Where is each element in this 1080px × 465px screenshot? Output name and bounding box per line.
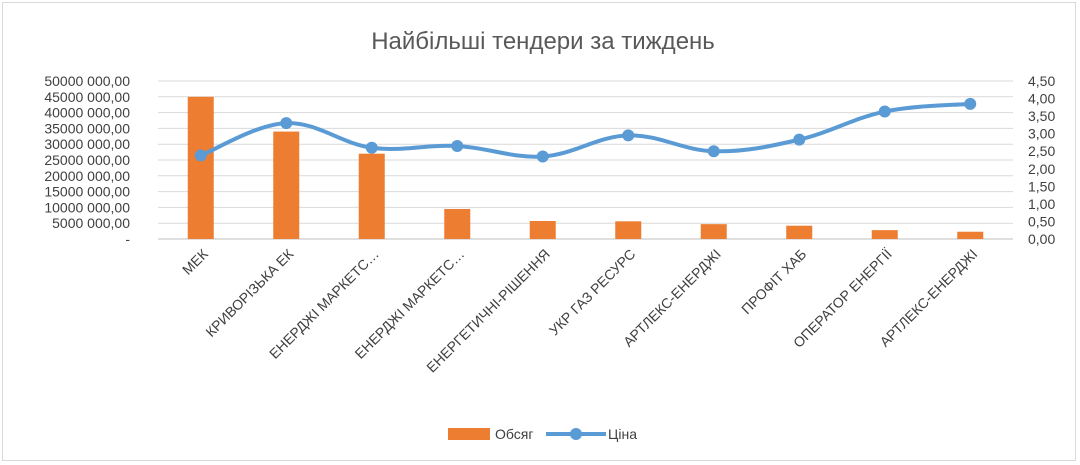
category-label: АРТЛЕКС-ЕНЕРДЖІ (876, 246, 980, 350)
line-point (622, 129, 635, 142)
right-axis-tick: 0,00 (1028, 231, 1055, 247)
line-point (280, 117, 293, 130)
left-axis-tick: - (125, 231, 130, 247)
left-axis-tick: 20000 000,00 (44, 168, 130, 184)
legend-swatch-marker (570, 428, 582, 440)
category-label: АРТЛЕКС-ЕНЕРДЖІ (620, 246, 724, 350)
left-axis-tick: 40000 000,00 (44, 105, 130, 121)
bar-series (187, 96, 984, 239)
right-axis-tick: 4,50 (1028, 73, 1055, 89)
line-point (194, 149, 207, 162)
right-axis-tick: 3,50 (1028, 108, 1055, 124)
legend-swatch-bar (448, 428, 490, 440)
bar (529, 220, 556, 239)
right-axis-tick: 1,00 (1028, 196, 1055, 212)
right-axis-tick: 0,50 (1028, 213, 1055, 229)
legend-label-price: Ціна (608, 426, 637, 442)
line-point (451, 139, 464, 152)
left-axis-tick: 15000 000,00 (44, 184, 130, 200)
line-point (964, 97, 977, 110)
bar (871, 230, 898, 239)
left-axis-tick: 35000 000,00 (44, 120, 130, 136)
bar (358, 153, 385, 239)
left-axis-tick: 45000 000,00 (44, 89, 130, 105)
bar (444, 208, 471, 239)
line-point (536, 150, 549, 163)
line-series (194, 97, 977, 163)
category-label: КРИВОРІЗЬКА ЕК (202, 245, 297, 340)
bar (700, 224, 727, 239)
bar (187, 96, 214, 239)
right-axis-tick: 3,00 (1028, 126, 1055, 142)
bar (273, 131, 300, 239)
chart-svg: Найбільші тендери за тиждень -5000 000,0… (44, 28, 1055, 442)
right-axis-tick: 1,50 (1028, 178, 1055, 194)
right-axis: 0,00 0,501,00 1,502,00 2,503,00 3,504,00 4,50 (1028, 73, 1055, 247)
category-label: ПРОФІТ ХАБ (738, 246, 809, 317)
legend: Обсяг Ціна (448, 426, 637, 442)
left-axis-tick: 50000 000,00 (44, 73, 130, 89)
bar (957, 231, 984, 239)
chart-title: Найбільші тендери за тиждень (371, 28, 715, 55)
bar (786, 225, 813, 239)
line-point (707, 145, 720, 158)
left-axis-tick: 5000 000,00 (52, 215, 130, 231)
category-label: УКР ГАЗ РЕСУРС (546, 246, 639, 339)
line-point (878, 105, 891, 118)
category-label: МЕК (179, 245, 212, 278)
line-point (793, 133, 806, 146)
bar (615, 221, 642, 239)
left-axis-tick: 30000 000,00 (44, 136, 130, 152)
right-axis-tick: 2,00 (1028, 161, 1055, 177)
legend-label-volume: Обсяг (495, 426, 533, 442)
right-axis-tick: 2,50 (1028, 143, 1055, 159)
line-point (365, 141, 378, 154)
left-axis-tick: 25000 000,00 (44, 152, 130, 168)
right-axis-tick: 4,00 (1028, 91, 1055, 107)
left-axis-tick: 10000 000,00 (44, 199, 130, 215)
price-line (198, 101, 973, 159)
